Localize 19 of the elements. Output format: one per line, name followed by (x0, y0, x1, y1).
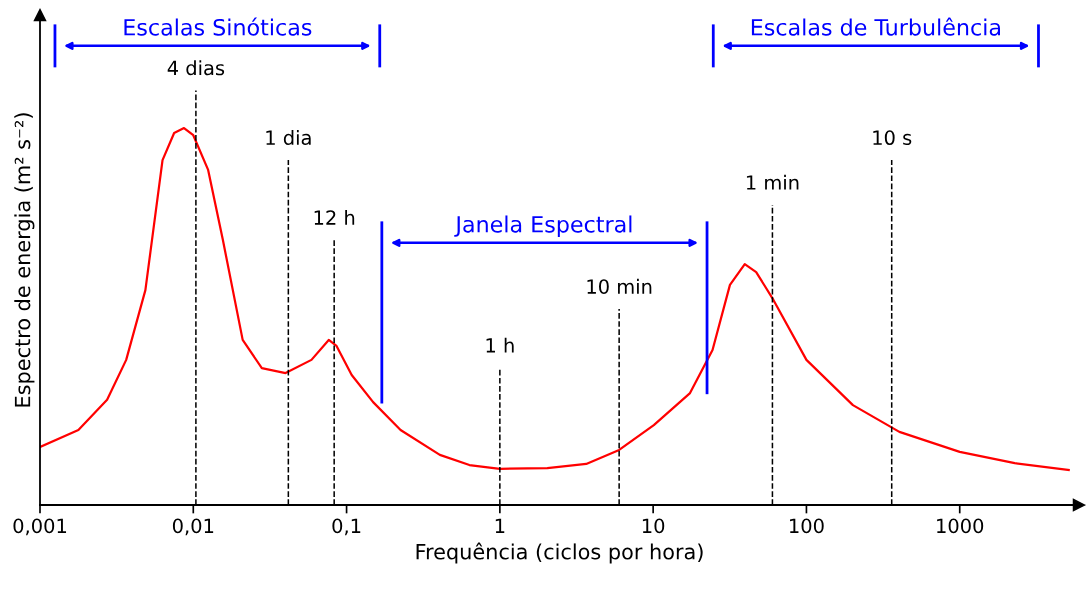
text: Escalas Sinóticas (124, 17, 312, 36)
ref-line-label: 12 h (314, 209, 355, 225)
annotation: Janela Espectral (454, 215, 632, 237)
text: Escalas de Turbulência (751, 17, 1000, 36)
ref-line-label: 1 dia (266, 129, 311, 146)
ref-line-label: 1 h (486, 337, 514, 353)
x-tick-label: 10 (642, 518, 665, 534)
ref-line-label: 1 min (746, 174, 799, 190)
x-tick-label: 0,1 (332, 518, 361, 536)
y-axis-title: Espectro de energia (m² s⁻²) (14, 113, 35, 407)
ref-line-label: 10 min (587, 278, 652, 294)
x-tick-label: 0,001 (13, 518, 67, 536)
x-tick-label: 1 (495, 518, 505, 533)
x-axis-title: Frequência (ciclos por hora) (416, 542, 703, 564)
x-tick-label: 100 (790, 518, 824, 534)
ref-line-label: 4 dias (167, 60, 225, 76)
ref-line-label: 10 s (873, 130, 912, 146)
x-tick-label: 1000 (937, 518, 984, 534)
x-tick-label: 0,01 (172, 518, 214, 536)
